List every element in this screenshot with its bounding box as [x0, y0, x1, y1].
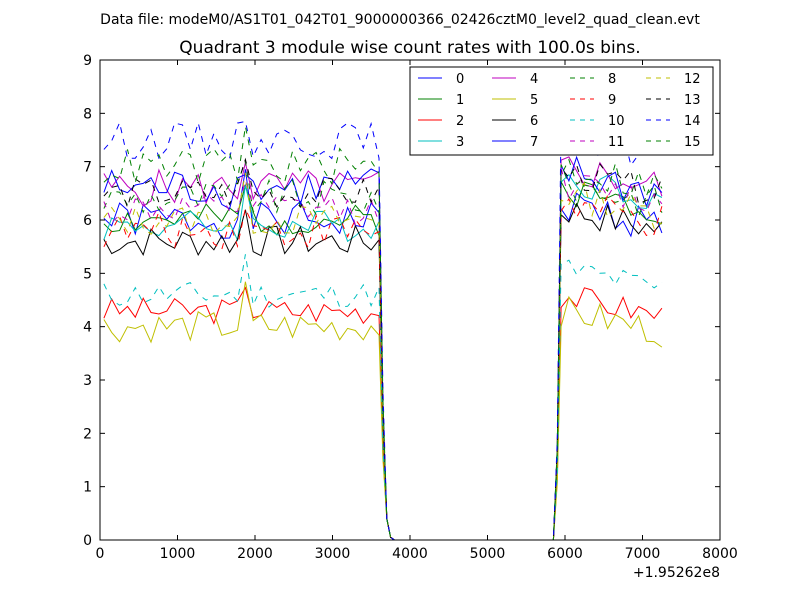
x-tick-label: 3000 [315, 546, 351, 562]
chart-suptitle: Data file: modeM0/AS1T01_042T01_90000003… [100, 12, 700, 28]
y-tick-label: 3 [83, 373, 92, 389]
legend-label-5: 5 [530, 93, 538, 108]
legend-label-4: 4 [530, 72, 538, 87]
series-line-3 [103, 174, 663, 541]
y-tick-label: 7 [83, 160, 92, 176]
series-line-9 [103, 194, 663, 541]
y-tick-label: 6 [83, 213, 92, 229]
series-line-6 [103, 202, 663, 541]
legend-label-0: 0 [456, 72, 464, 87]
legend-label-10: 10 [608, 114, 625, 129]
legend-label-12: 12 [684, 72, 701, 87]
legend-label-11: 11 [608, 135, 625, 150]
y-tick-label: 5 [83, 266, 92, 282]
legend-label-7: 7 [530, 135, 538, 150]
plot-lines [103, 117, 663, 541]
series-line-1 [103, 181, 663, 541]
y-tick-label: 1 [83, 480, 92, 496]
chart-title: Quadrant 3 module wise count rates with … [179, 38, 640, 58]
legend-label-14: 14 [684, 114, 701, 129]
x-tick-label: 4000 [392, 546, 428, 562]
legend-label-6: 6 [530, 114, 538, 129]
legend-label-8: 8 [608, 72, 616, 87]
series-line-15 [103, 126, 663, 541]
x-tick-label: 8000 [702, 546, 738, 562]
series-line-7 [103, 155, 663, 541]
series-line-11 [103, 167, 663, 541]
y-tick-label: 9 [83, 53, 92, 69]
legend-label-2: 2 [456, 114, 464, 129]
legend-label-13: 13 [684, 93, 701, 108]
y-tick-label: 8 [83, 106, 92, 122]
y-tick-label: 2 [83, 426, 92, 442]
x-offset-label: +1.95262e8 [633, 565, 720, 581]
x-tick-label: 6000 [547, 546, 583, 562]
legend-label-1: 1 [456, 93, 464, 108]
legend-label-3: 3 [456, 135, 464, 150]
series-line-10 [103, 254, 663, 541]
y-tick-label: 4 [83, 320, 92, 336]
series-line-13 [103, 157, 663, 541]
x-tick-label: 2000 [237, 546, 273, 562]
legend-label-9: 9 [608, 93, 616, 108]
legend-label-15: 15 [684, 135, 701, 150]
legend-box [409, 66, 714, 156]
x-tick-label: 1000 [160, 546, 196, 562]
x-tick-label: 5000 [470, 546, 506, 562]
x-tick-label: 0 [96, 546, 105, 562]
series-line-14 [103, 117, 663, 541]
series-line-8 [103, 160, 663, 541]
series-line-5 [103, 281, 663, 541]
series-line-12 [103, 172, 663, 541]
x-axis: 0 1000 2000 3000 4000 5000 6000 7000 8000 [96, 60, 738, 562]
y-tick-label: 0 [83, 533, 92, 549]
x-tick-label: 7000 [625, 546, 661, 562]
series-line-2 [103, 286, 663, 541]
series-line-0 [103, 169, 663, 541]
